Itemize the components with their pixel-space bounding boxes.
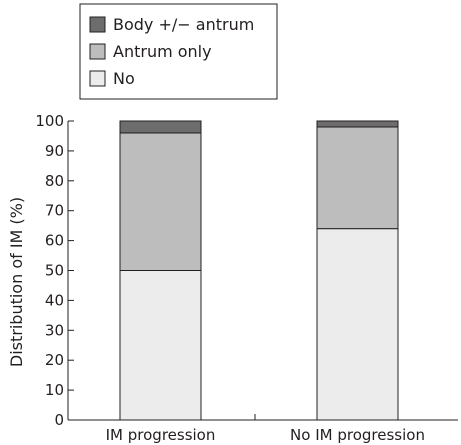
y-tick-label-0: 0 (54, 411, 64, 429)
bars (119, 120, 399, 421)
bar-im-progression-antrum-only (119, 132, 202, 271)
y-axis-title: Distribution of IM (%) (7, 197, 26, 367)
y-tick-label-90: 90 (45, 142, 64, 160)
y-tick-label-100: 100 (35, 112, 64, 130)
y-tick-label-70: 70 (45, 202, 64, 220)
bar-no-im-progression-body-antrum (316, 120, 399, 128)
y-tick-label-20: 20 (45, 351, 64, 369)
legend-swatch-antrum-only (89, 43, 106, 60)
legend: Body +/− antrum Antrum only No (79, 3, 278, 100)
legend-label-antrum-only: Antrum only (113, 42, 212, 61)
x-tick-label-im-progression: IM progression (106, 426, 216, 444)
legend-box (79, 3, 278, 100)
y-tick-label-50: 50 (45, 262, 64, 280)
legend-label-no: No (113, 69, 135, 88)
x-tick-label-no-im-progression: No IM progression (290, 426, 425, 444)
legend-swatch-no (89, 70, 106, 87)
bar-no-im-progression-no (316, 228, 399, 421)
legend-swatch-body-antrum (89, 16, 106, 33)
y-axis: 0 10 20 30 40 50 60 70 80 90 100 (35, 112, 74, 429)
bar-no-im-progression-antrum-only (316, 126, 399, 230)
y-tick-label-80: 80 (45, 172, 64, 190)
bar-im-progression-no (119, 270, 202, 421)
bar-im-progression-body-antrum (119, 120, 202, 134)
y-tick-label-40: 40 (45, 291, 64, 309)
legend-label-body-antrum: Body +/− antrum (113, 15, 254, 34)
x-axis: IM progression No IM progression (68, 414, 458, 444)
y-tick-label-30: 30 (45, 321, 64, 339)
y-tick-label-10: 10 (45, 381, 64, 399)
y-tick-label-60: 60 (45, 232, 64, 250)
